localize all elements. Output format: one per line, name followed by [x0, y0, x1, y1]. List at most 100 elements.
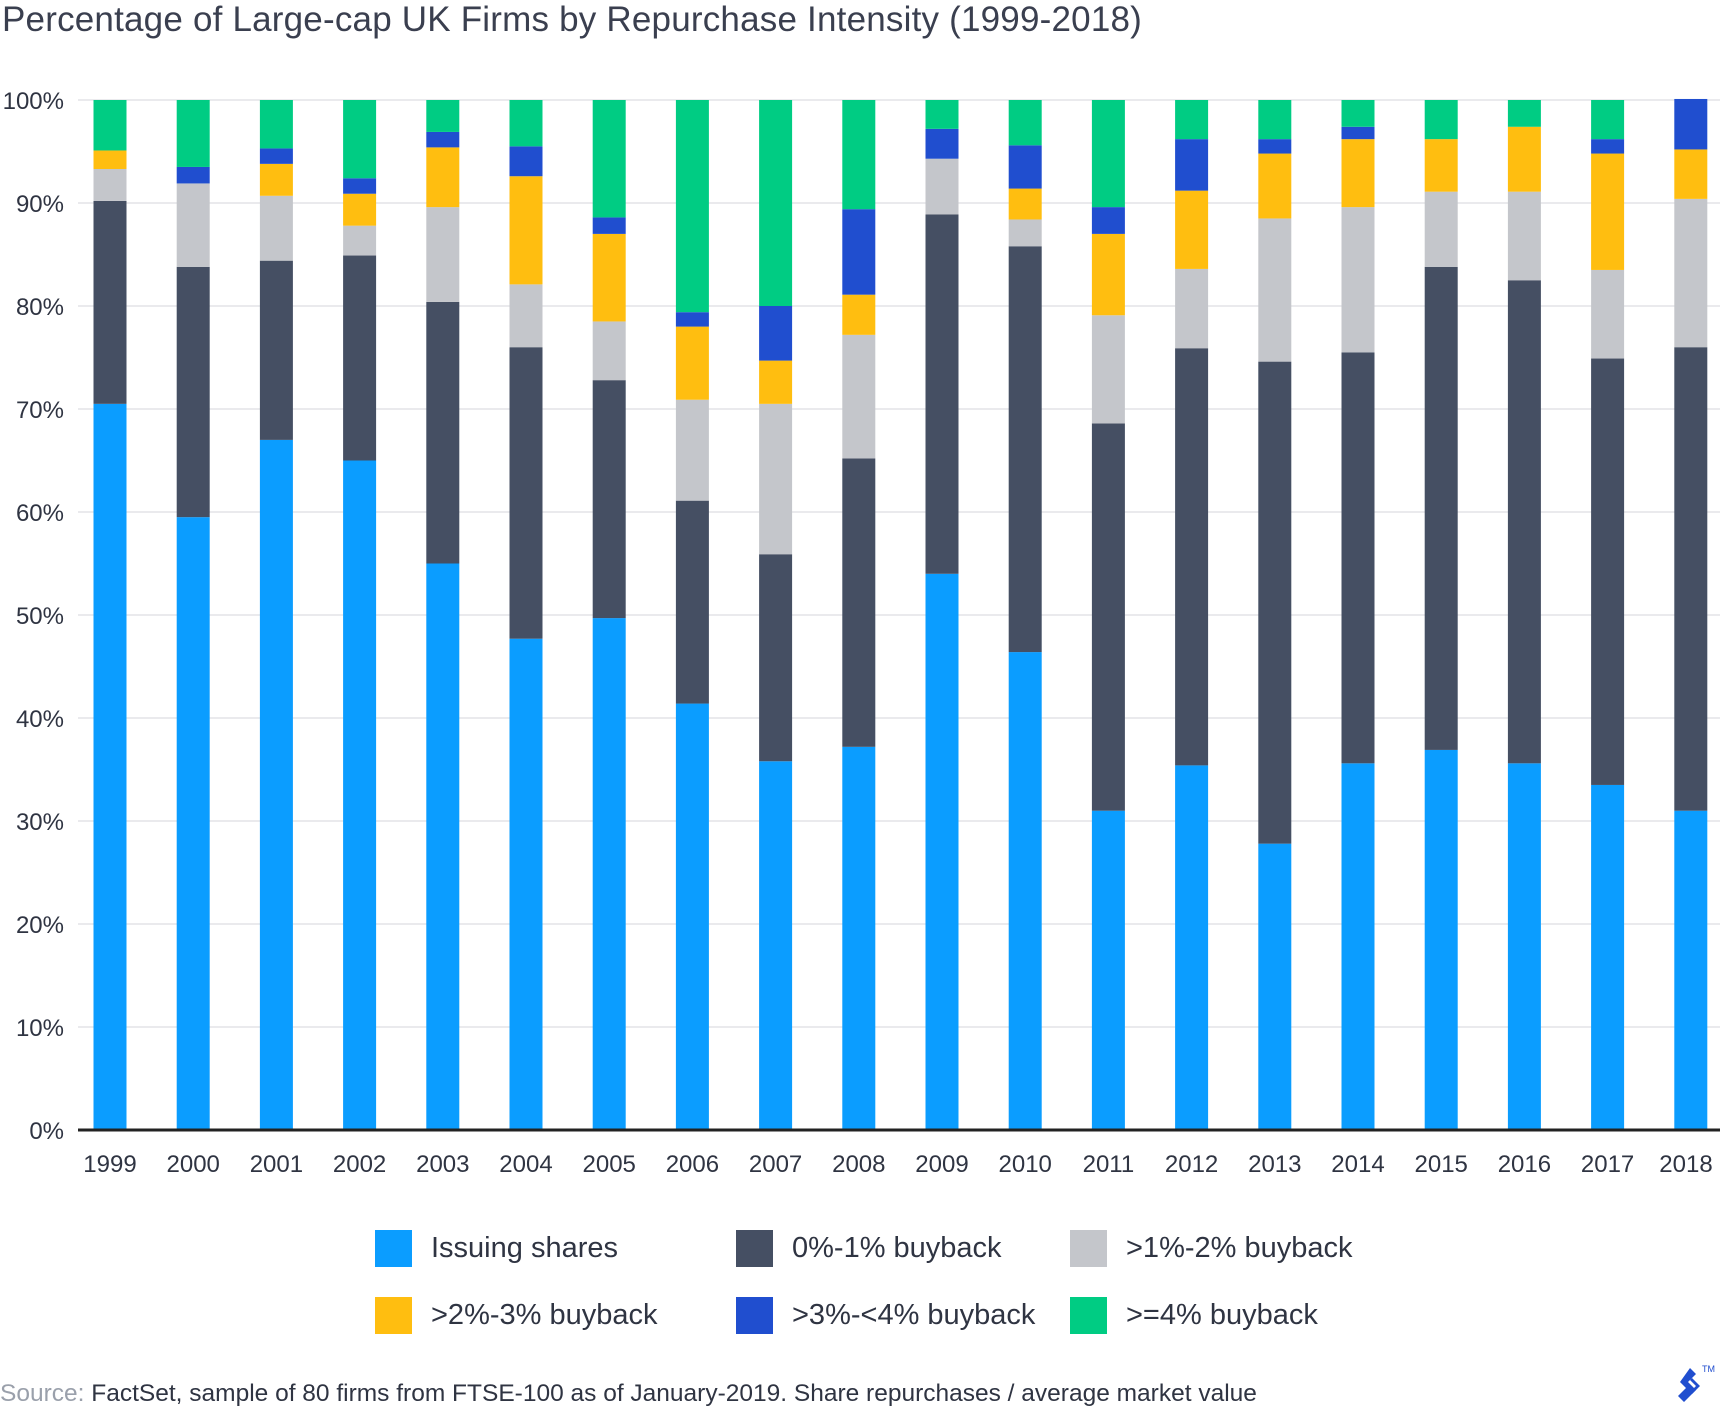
- bar-2003-series-4: [426, 131, 460, 148]
- bar-2011-series-4: [1091, 207, 1125, 234]
- bar-2012-series-1: [1175, 348, 1209, 766]
- bar-2007-series-0: [759, 761, 793, 1130]
- bar-2013-series-3: [1258, 153, 1292, 219]
- bar-2010-series-5: [1008, 100, 1042, 146]
- bar-2009-series-0: [925, 573, 959, 1130]
- y-tick-label-5: 50%: [16, 603, 64, 630]
- bar-2011-series-5: [1091, 100, 1125, 208]
- bar-2005-series-4: [592, 217, 626, 234]
- bar-2000-series-5: [176, 100, 210, 167]
- x-tick-label-2013: 2013: [1248, 1151, 1301, 1178]
- bar-2017-series-1: [1591, 358, 1625, 785]
- bar-2003-series-1: [426, 301, 460, 564]
- bar-2012-series-2: [1175, 268, 1209, 349]
- bar-2018-series-2: [1674, 198, 1708, 348]
- bar-2002-series-3: [343, 193, 377, 226]
- x-tick-label-2008: 2008: [832, 1151, 885, 1178]
- bar-2005-series-0: [592, 618, 626, 1130]
- gridlines: [78, 99, 1720, 1028]
- bar-2016-series-3: [1507, 126, 1541, 192]
- bar-1999-series-1: [93, 200, 127, 404]
- bar-2001-series-1: [259, 260, 293, 440]
- bar-2006-series-3: [675, 326, 709, 400]
- bar-2000-series-2: [176, 183, 210, 267]
- bar-2015-series-3: [1424, 139, 1458, 192]
- x-tick-label-2018: 2018: [1659, 1151, 1712, 1178]
- y-tick-label-8: 80%: [16, 294, 64, 321]
- bar-2012-series-5: [1175, 100, 1209, 140]
- x-tick-label-2000: 2000: [167, 1151, 220, 1178]
- bar-2002-series-5: [343, 100, 377, 179]
- y-tick-label-10: 100%: [3, 88, 64, 115]
- y-tick-label-7: 70%: [16, 397, 64, 424]
- svg-text:TM: TM: [1702, 1364, 1715, 1374]
- bar-2017-series-0: [1591, 784, 1625, 1130]
- bar-2006-series-5: [675, 100, 709, 313]
- bar-2007-series-3: [759, 360, 793, 404]
- bar-2018-series-0: [1674, 810, 1708, 1130]
- chart-title: Percentage of Large-cap UK Firms by Repu…: [2, 0, 1143, 39]
- bar-1999-series-3: [93, 150, 127, 170]
- bar-2002-series-0: [343, 460, 377, 1130]
- bar-2001-series-5: [259, 100, 293, 149]
- bar-2006-series-2: [675, 399, 709, 501]
- bar-2014-series-1: [1341, 352, 1375, 764]
- y-tick-label-3: 30%: [16, 809, 64, 836]
- bar-2000-series-4: [176, 166, 210, 184]
- bar-2011-series-3: [1091, 233, 1125, 316]
- bar-2012-series-4: [1175, 139, 1209, 191]
- bar-2004-series-3: [509, 176, 543, 285]
- bar-2017-series-2: [1591, 269, 1625, 359]
- bar-2008-series-0: [842, 746, 876, 1130]
- bar-2007-series-4: [759, 306, 793, 361]
- bar-2008-series-5: [842, 100, 876, 210]
- bar-1999-series-5: [93, 100, 127, 151]
- bar-2010-series-1: [1008, 246, 1042, 653]
- bar-2013-series-5: [1258, 100, 1292, 140]
- x-tick-label-2016: 2016: [1498, 1151, 1551, 1178]
- bar-2009-series-4: [925, 128, 959, 159]
- bars: [93, 98, 1708, 1131]
- bar-2005-series-1: [592, 380, 626, 619]
- bar-2014-series-2: [1341, 207, 1375, 353]
- x-tick-label-1999: 1999: [83, 1151, 136, 1178]
- bar-2016-series-0: [1507, 763, 1541, 1130]
- bar-2018-series-1: [1674, 347, 1708, 811]
- bar-2007-series-2: [759, 403, 793, 555]
- x-tick-label-2004: 2004: [499, 1151, 552, 1178]
- bar-2006-series-0: [675, 703, 709, 1130]
- y-tick-label-1: 10%: [16, 1015, 64, 1042]
- bar-2012-series-3: [1175, 190, 1209, 269]
- bar-2001-series-0: [259, 439, 293, 1130]
- source-note: Source: FactSet, sample of 80 firms from…: [0, 1380, 1257, 1408]
- bar-2003-series-2: [426, 207, 460, 302]
- x-tick-label-2009: 2009: [915, 1151, 968, 1178]
- bar-2009-series-2: [925, 158, 959, 215]
- bar-2002-series-4: [343, 178, 377, 194]
- bar-2015-series-1: [1424, 266, 1458, 750]
- bar-2012-series-0: [1175, 765, 1209, 1130]
- x-tick-label-2003: 2003: [416, 1151, 469, 1178]
- bar-2014-series-3: [1341, 139, 1375, 208]
- bar-2015-series-0: [1424, 749, 1458, 1130]
- bar-2017-series-5: [1591, 100, 1625, 140]
- y-tick-label-4: 40%: [16, 706, 64, 733]
- bar-2004-series-5: [509, 100, 543, 147]
- bar-2004-series-2: [509, 284, 543, 348]
- bar-2015-series-2: [1424, 191, 1458, 267]
- bar-1999-series-2: [93, 169, 127, 201]
- bar-2011-series-2: [1091, 315, 1125, 424]
- bar-2006-series-4: [675, 312, 709, 327]
- x-tick-label-2014: 2014: [1331, 1151, 1384, 1178]
- x-tick-label-2006: 2006: [666, 1151, 719, 1178]
- bar-1999-series-0: [93, 403, 127, 1131]
- bar-2005-series-5: [592, 100, 626, 218]
- bar-2006-series-1: [675, 500, 709, 704]
- bar-2002-series-1: [343, 255, 377, 461]
- y-axis: 0% 10% 20% 30% 40% 50% 60% 70% 80% 90% 100%: [3, 88, 64, 1145]
- bar-2007-series-1: [759, 554, 793, 762]
- bar-2003-series-0: [426, 563, 460, 1130]
- bar-2018-series-3: [1674, 149, 1708, 199]
- bar-2005-series-2: [592, 321, 626, 381]
